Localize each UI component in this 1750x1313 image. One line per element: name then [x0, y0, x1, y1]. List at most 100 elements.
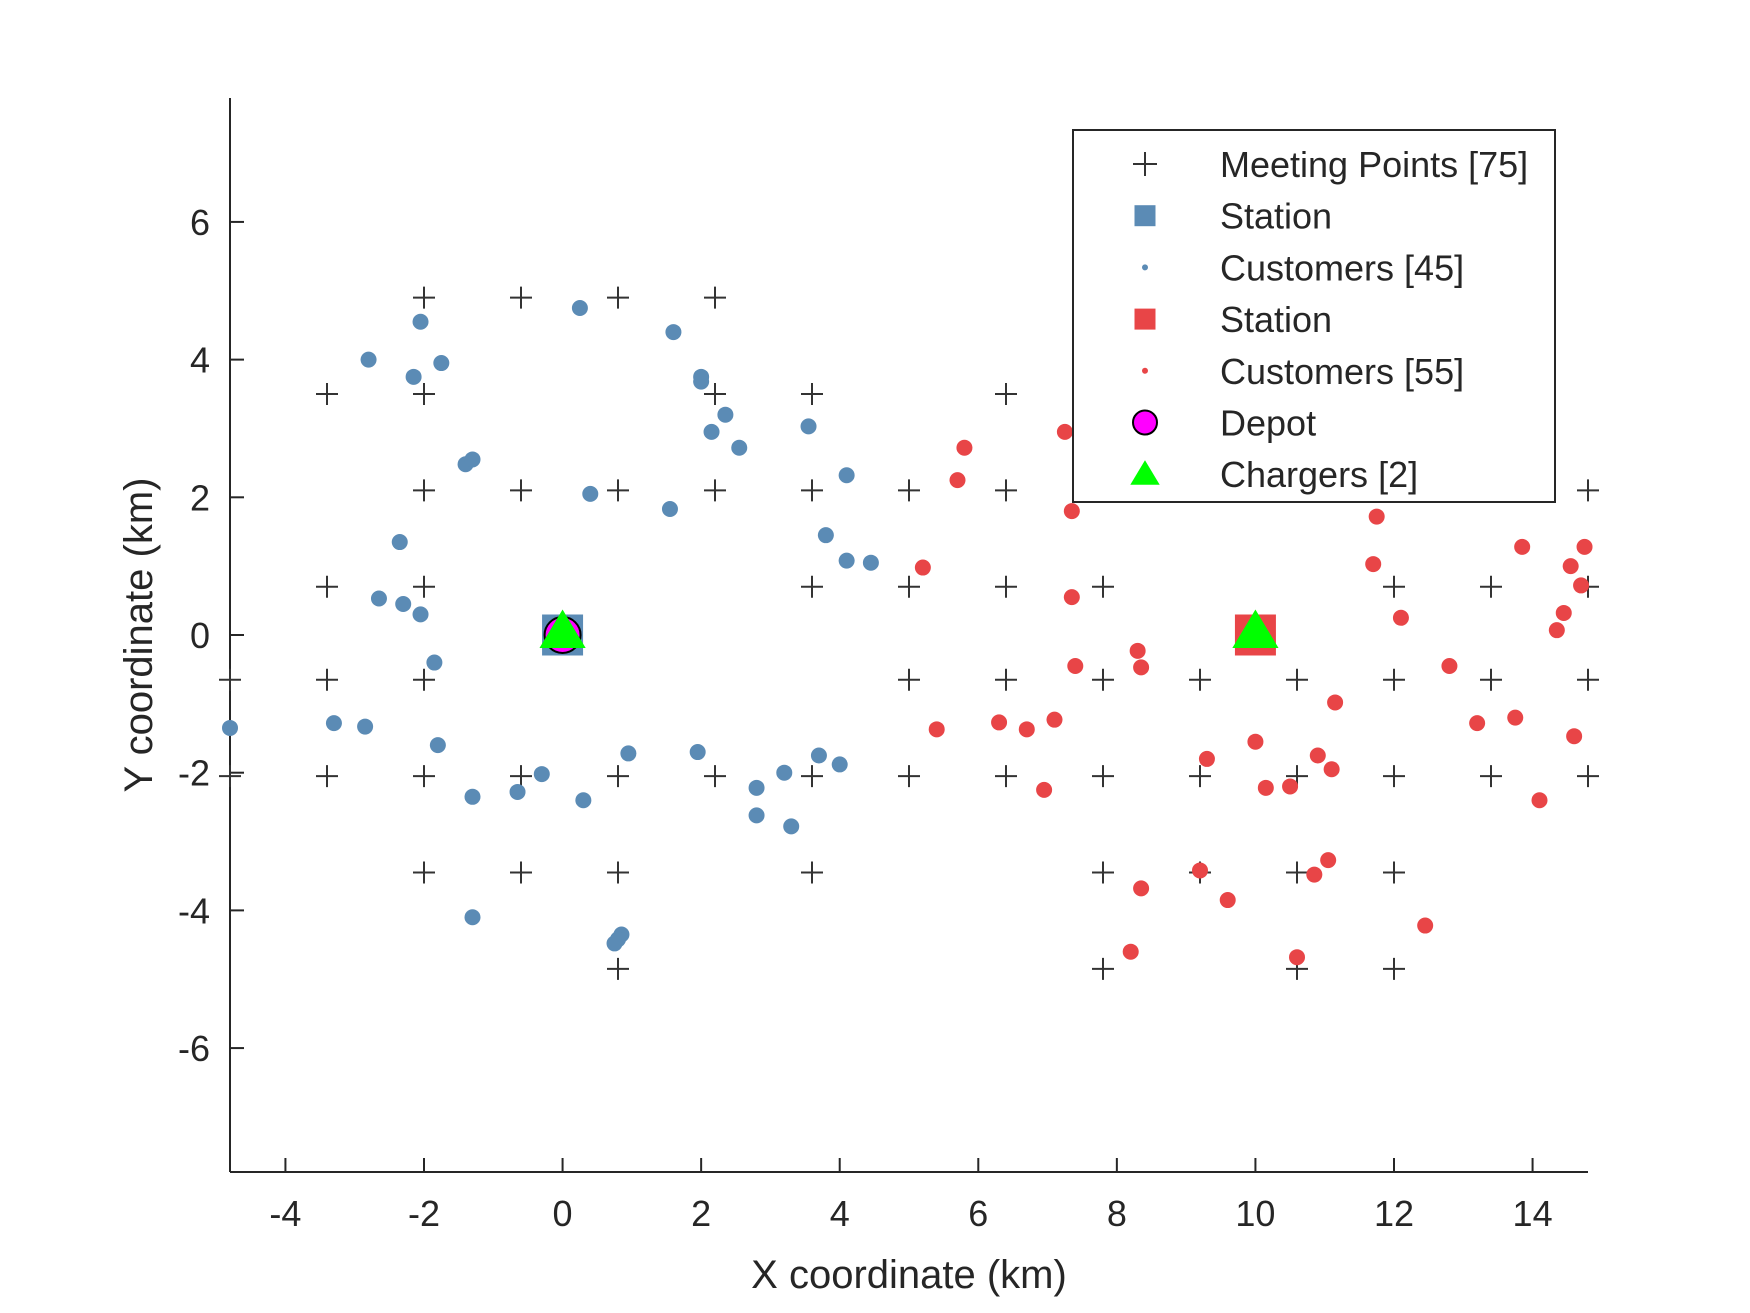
customer-point: [1036, 781, 1053, 798]
legend-label: Customers [55]: [1220, 351, 1464, 392]
x-axis-label: X coordinate (km): [751, 1253, 1067, 1297]
legend-marker-square: [1134, 205, 1156, 227]
customer-point: [1133, 880, 1150, 897]
meeting-point-mark: [1480, 668, 1502, 691]
legend-marker-dot: [1142, 264, 1148, 271]
customer-point: [1309, 747, 1326, 764]
customer-point: [665, 324, 682, 341]
customer-point: [606, 935, 623, 952]
meeting-point-mark: [995, 668, 1017, 691]
meeting-point-mark: [898, 575, 920, 598]
meeting-point-mark: [316, 668, 338, 691]
customer-point: [1323, 761, 1340, 778]
customer-point: [620, 745, 637, 762]
y-tick-label: -6: [178, 1028, 210, 1069]
customer-point: [1046, 711, 1063, 728]
customer-point: [1469, 715, 1486, 732]
customer-point: [464, 451, 481, 468]
customer-point: [1327, 694, 1344, 711]
customer-point: [1289, 949, 1305, 966]
meeting-point-mark: [413, 383, 435, 406]
customer-point: [949, 472, 966, 489]
meeting-point-mark: [607, 861, 629, 884]
meeting-point-mark: [219, 668, 241, 691]
customer-point: [325, 715, 342, 732]
meeting-point-mark: [413, 765, 435, 788]
customer-point: [661, 501, 678, 518]
customer-point: [1122, 943, 1139, 960]
meeting-point-mark: [1383, 861, 1405, 884]
customer-point: [360, 351, 377, 368]
meeting-point-mark: [1092, 957, 1114, 980]
customer-point: [1392, 609, 1409, 626]
meeting-point-mark: [704, 383, 726, 406]
customer-point: [1514, 538, 1531, 555]
meeting-point-mark: [607, 286, 629, 309]
customer-point: [464, 909, 481, 926]
customer-point: [1257, 779, 1274, 796]
legend-label: Station: [1220, 299, 1332, 340]
customer-point: [412, 313, 429, 330]
meeting-point-mark: [898, 668, 920, 691]
meeting-point-mark: [510, 861, 532, 884]
customer-point: [1192, 862, 1208, 879]
x-tick-label: -2: [408, 1193, 440, 1234]
series-2: [222, 299, 879, 952]
legend-label: Meeting Points [75]: [1220, 144, 1528, 185]
legend-marker-plus: [1133, 152, 1157, 176]
meeting-point-mark: [801, 861, 823, 884]
x-tick-label: 6: [968, 1193, 988, 1234]
meeting-point-mark: [801, 765, 823, 788]
x-tick-label: 0: [553, 1193, 573, 1234]
meeting-point-mark: [1480, 575, 1502, 598]
meeting-point-mark: [704, 479, 726, 502]
customer-point: [776, 764, 793, 781]
customer-point: [464, 788, 481, 805]
customer-point: [1441, 657, 1458, 674]
customer-point: [1129, 642, 1146, 659]
customer-point: [1063, 589, 1080, 606]
customer-point: [1056, 423, 1073, 440]
y-tick-label: 6: [190, 202, 210, 243]
customer-point: [817, 527, 834, 544]
customer-point: [533, 766, 550, 783]
meeting-point-mark: [607, 479, 629, 502]
meeting-point-mark: [995, 765, 1017, 788]
meeting-point-mark: [316, 765, 338, 788]
meeting-point-mark: [1383, 668, 1405, 691]
meeting-point-mark: [704, 286, 726, 309]
meeting-point-mark: [1577, 668, 1599, 691]
charger-mark: [539, 609, 586, 649]
customer-point: [370, 590, 387, 607]
meeting-point-mark: [1092, 575, 1114, 598]
meeting-point-mark: [607, 765, 629, 788]
series-0: [219, 286, 1599, 980]
meeting-point-mark: [801, 575, 823, 598]
data-marks: [219, 286, 1599, 980]
customer-point: [1566, 728, 1583, 745]
customer-point: [1365, 556, 1382, 573]
customer-point: [1219, 892, 1236, 909]
meeting-point-mark: [219, 765, 241, 788]
customer-point: [928, 721, 945, 738]
legend: Meeting Points [75] Station Customers [45]…: [1072, 129, 1556, 503]
meeting-point-mark: [1383, 575, 1405, 598]
y-axis-label: Y coordinate (km): [117, 478, 161, 793]
meeting-point-mark: [1577, 479, 1599, 502]
customer-point: [838, 552, 855, 569]
customer-point: [1198, 750, 1215, 767]
customer-point: [426, 654, 443, 671]
meeting-point-mark: [898, 765, 920, 788]
x-tick-label: 14: [1513, 1193, 1553, 1234]
meeting-point-mark: [1189, 765, 1211, 788]
y-tick-label: 4: [190, 340, 210, 381]
x-tick-label: 2: [691, 1193, 711, 1234]
legend-marker-dot: [1142, 367, 1148, 374]
customer-point: [429, 737, 446, 754]
meeting-point-mark: [1383, 765, 1405, 788]
customer-point: [391, 534, 408, 551]
customer-point: [800, 418, 817, 435]
customer-point: [703, 423, 720, 440]
meeting-point-mark: [510, 286, 532, 309]
y-tick-label: -4: [178, 890, 210, 931]
